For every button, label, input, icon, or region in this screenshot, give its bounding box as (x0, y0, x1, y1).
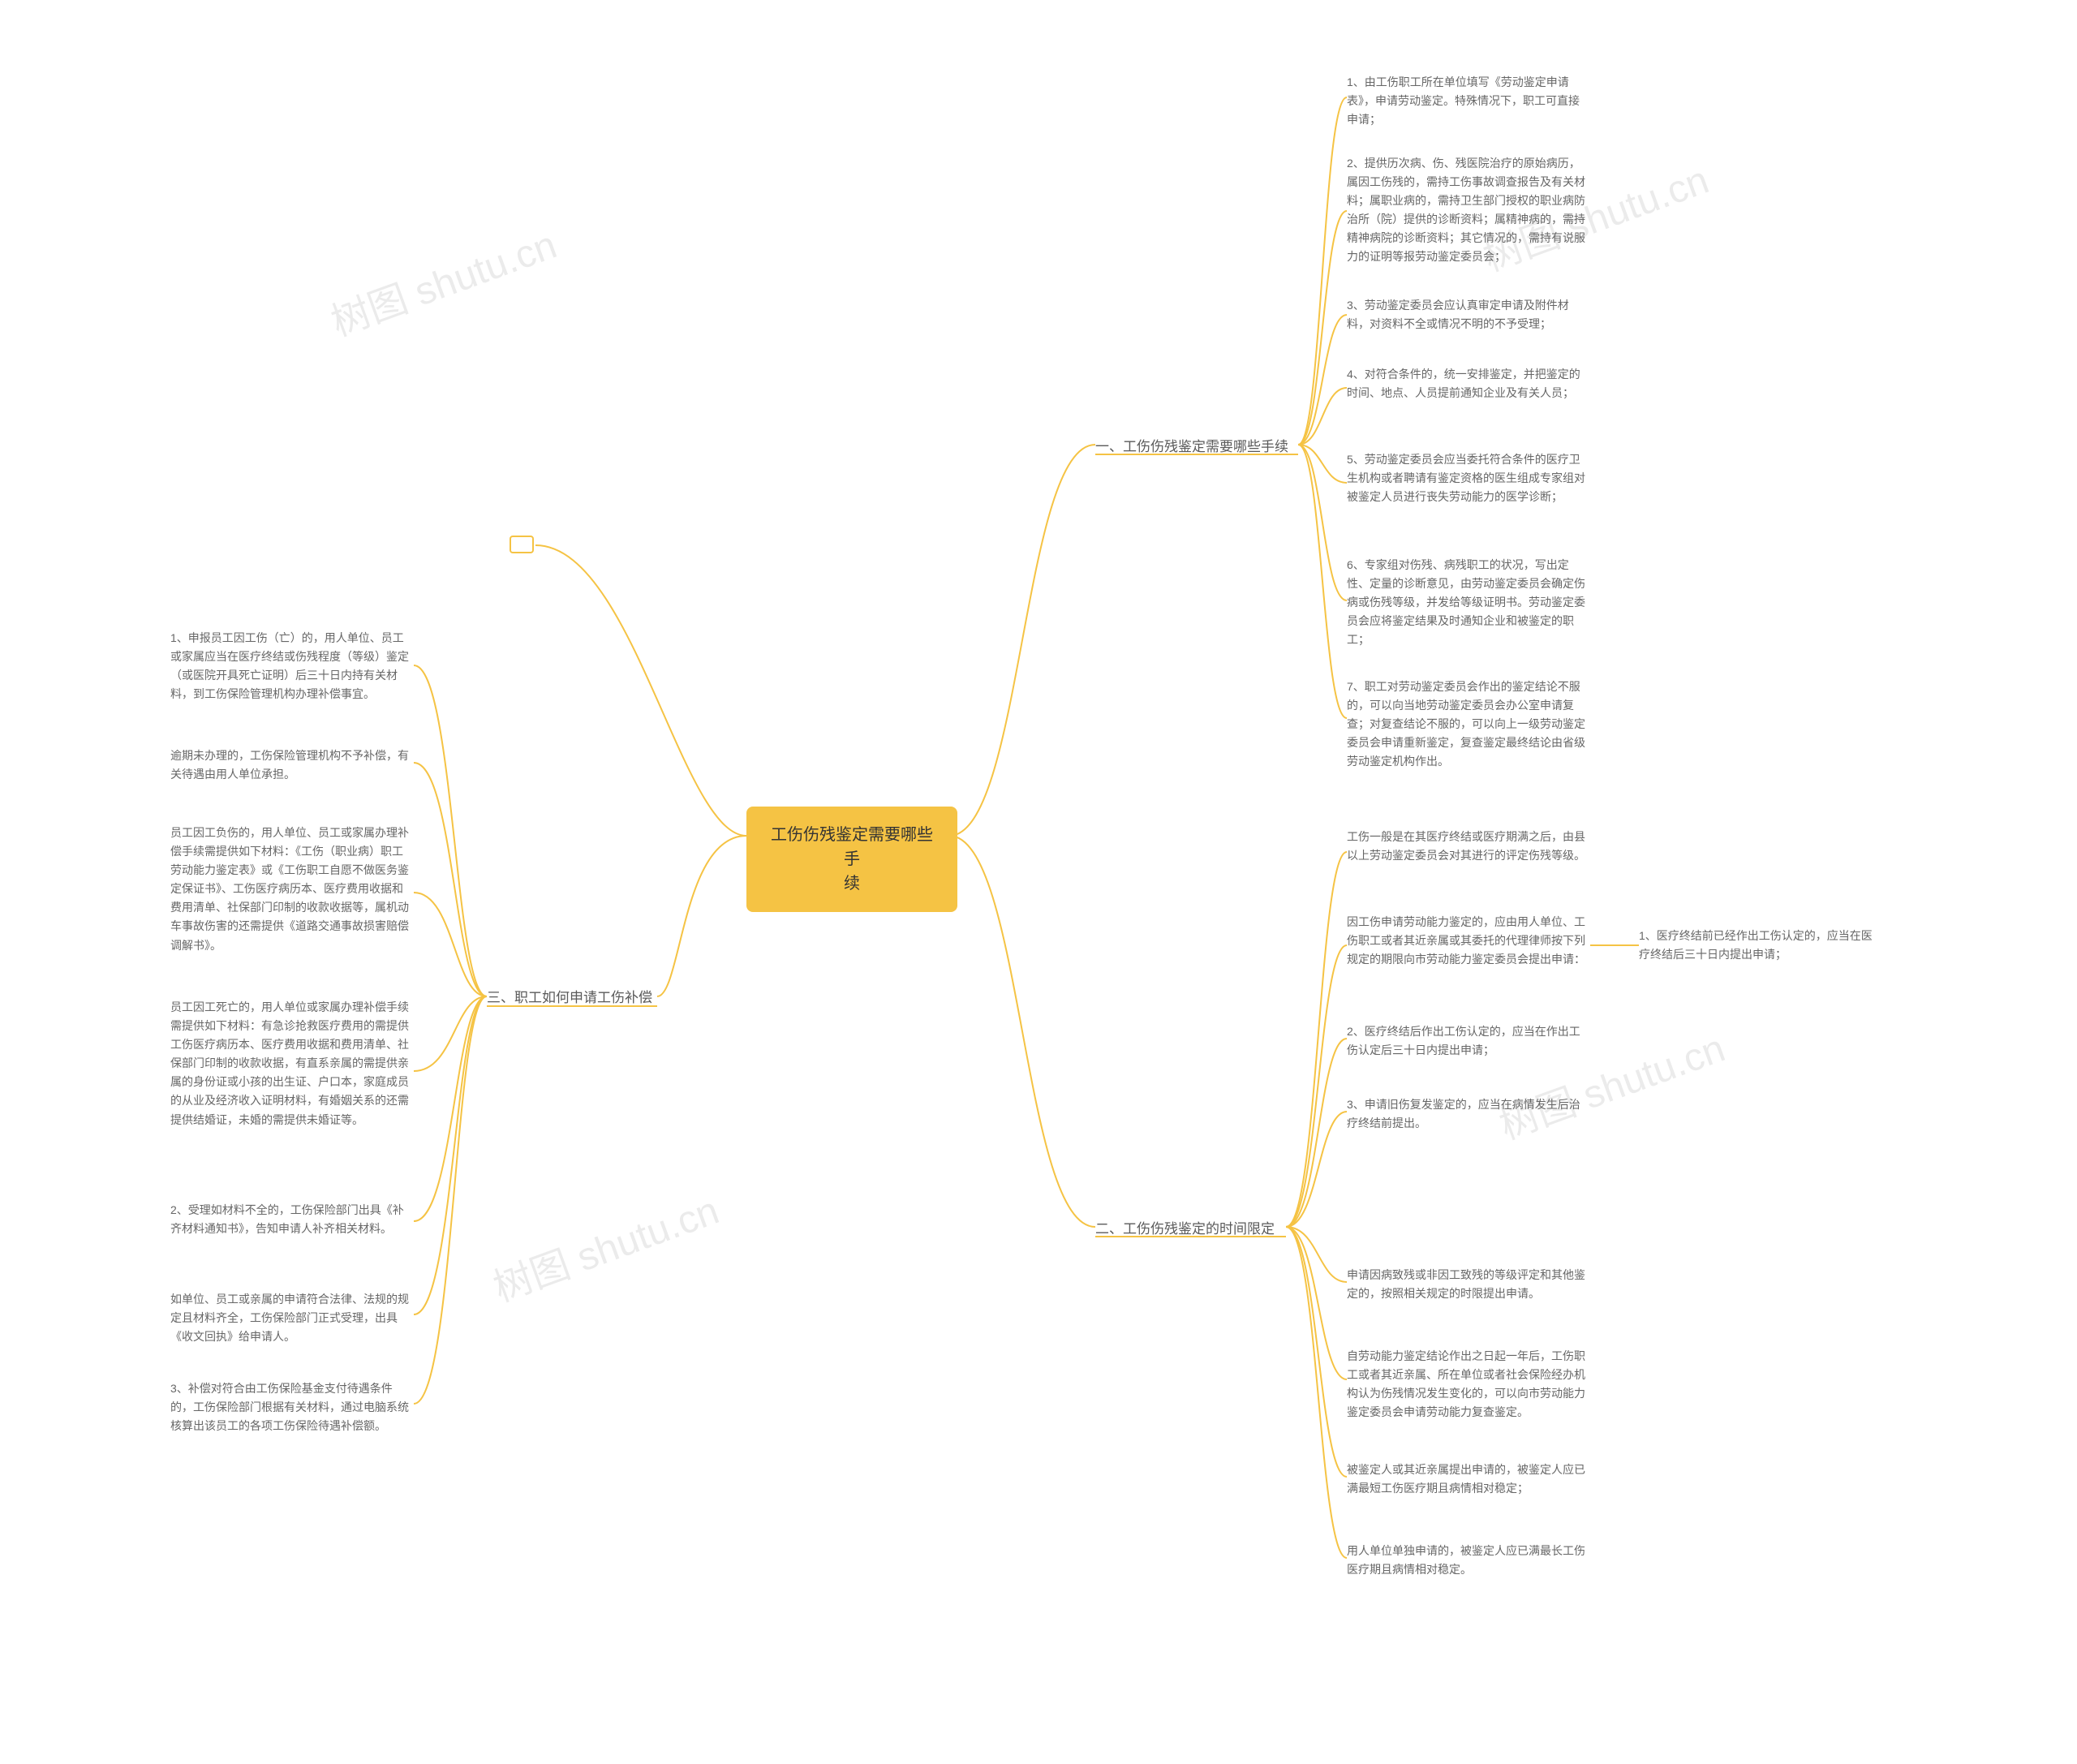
leaf-node[interactable]: 逾期未办理的，工伤保险管理机构不予补偿，有关待遇由用人单位承担。 (170, 746, 414, 784)
leaf-node[interactable]: 自劳动能力鉴定结论作出之日起一年后，工伤职工或者其近亲属、所在单位或者社会保险经… (1347, 1347, 1590, 1422)
branch-1-label[interactable]: 一、工伤伤残鉴定需要哪些手续 (1095, 435, 1288, 455)
leaf-node[interactable]: 申请因病致残或非因工致残的等级评定和其他鉴定的，按照相关规定的时限提出申请。 (1347, 1266, 1590, 1303)
leaf-node[interactable]: 员工因工负伤的，用人单位、员工或家属办理补偿手续需提供如下材料：《工伤（职业病）… (170, 824, 414, 955)
leaf-node[interactable]: 用人单位单独申请的，被鉴定人应已满最长工伤医疗期且病情相对稳定。 (1347, 1542, 1590, 1579)
mindmap-container: 树图 shutu.cn 树图 shutu.cn 树图 shutu.cn 树图 s… (0, 0, 2077, 1764)
leaf-node[interactable]: 5、劳动鉴定委员会应当委托符合条件的医疗卫生机构或者聘请有鉴定资格的医生组成专家… (1347, 450, 1590, 506)
leaf-node[interactable]: 员工因工死亡的，用人单位或家属办理补偿手续需提供如下材料：有急诊抢救医疗费用的需… (170, 998, 414, 1129)
root-node[interactable]: 工伤伤残鉴定需要哪些手续 (746, 807, 957, 912)
leaf-node[interactable]: 2、医疗终结后作出工伤认定的，应当在作出工伤认定后三十日内提出申请； (1347, 1022, 1590, 1060)
leaf-node[interactable]: 7、职工对劳动鉴定委员会作出的鉴定结论不服的，可以向当地劳动鉴定委员会办公室申请… (1347, 678, 1590, 771)
leaf-node[interactable]: 2、提供历次病、伤、残医院治疗的原始病历，属因工伤残的，需持工伤事故调查报告及有… (1347, 154, 1590, 267)
leaf-node[interactable]: 被鉴定人或其近亲属提出申请的，被鉴定人应已满最短工伤医疗期且病情相对稳定； (1347, 1461, 1590, 1498)
leaf-node[interactable]: 1、医疗终结前已经作出工伤认定的，应当在医疗终结后三十日内提出申请； (1639, 927, 1882, 964)
leaf-node[interactable]: 因工伤申请劳动能力鉴定的，应由用人单位、工伤职工或者其近亲属或其委托的代理律师按… (1347, 913, 1590, 969)
leaf-node[interactable]: 如单位、员工或亲属的申请符合法律、法规的规定且材料齐全，工伤保险部门正式受理，出… (170, 1290, 414, 1346)
leaf-node[interactable]: 4、对符合条件的，统一安排鉴定，并把鉴定的时间、地点、人员提前通知企业及有关人员… (1347, 365, 1590, 402)
leaf-node[interactable]: 6、专家组对伤残、病残职工的状况，写出定性、定量的诊断意见，由劳动鉴定委员会确定… (1347, 556, 1590, 649)
branch-3-label[interactable]: 三、职工如何申请工伤补偿 (487, 986, 652, 1006)
leaf-node[interactable]: 3、劳动鉴定委员会应认真审定申请及附件材料，对资料不全或情况不明的不予受理； (1347, 296, 1590, 333)
watermark: 树图 shutu.cn (322, 213, 563, 346)
leaf-node[interactable]: 1、申报员工因工伤（亡）的，用人单位、员工或家属应当在医疗终结或伤残程度（等级）… (170, 629, 414, 703)
leaf-node[interactable]: 2、受理如材料不全的，工伤保险部门出具《补齐材料通知书》，告知申请人补齐相关材料… (170, 1201, 414, 1238)
branch-2-label[interactable]: 二、工伤伤残鉴定的时间限定 (1095, 1217, 1275, 1237)
leaf-node[interactable]: 3、申请旧伤复发鉴定的，应当在病情发生后治疗终结前提出。 (1347, 1095, 1590, 1133)
watermark: 树图 shutu.cn (484, 1178, 725, 1312)
leaf-node[interactable]: 工伤一般是在其医疗终结或医疗期满之后，由县以上劳动鉴定委员会对其进行的评定伤残等… (1347, 828, 1590, 865)
empty-node[interactable] (510, 536, 534, 553)
leaf-node[interactable]: 1、由工伤职工所在单位填写《劳动鉴定申请表》，申请劳动鉴定。特殊情况下，职工可直… (1347, 73, 1590, 129)
leaf-node[interactable]: 3、补偿对符合由工伤保险基金支付待遇条件的，工伤保险部门根据有关材料，通过电脑系… (170, 1379, 414, 1435)
